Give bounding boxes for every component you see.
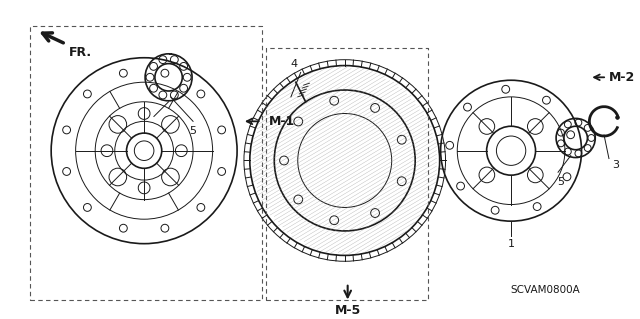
Text: 4: 4 xyxy=(291,59,298,70)
Text: FR.: FR. xyxy=(68,46,92,59)
Text: M-2: M-2 xyxy=(609,71,635,84)
Text: 3: 3 xyxy=(612,160,619,170)
Text: 1: 1 xyxy=(508,239,515,249)
Text: 5: 5 xyxy=(557,177,564,187)
Text: M-1: M-1 xyxy=(268,115,294,128)
Text: 5: 5 xyxy=(189,126,196,136)
Text: SCVAM0800A: SCVAM0800A xyxy=(511,285,580,294)
Text: M-5: M-5 xyxy=(335,304,361,317)
